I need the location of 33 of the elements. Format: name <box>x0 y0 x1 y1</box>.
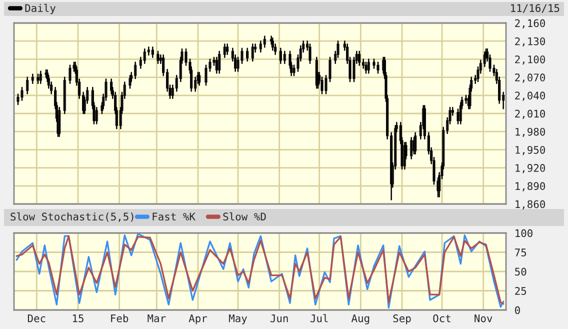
x-tick-label: Feb <box>111 314 128 322</box>
x-tick-label: Jul <box>310 314 328 322</box>
y-tick-label: 1,980 <box>516 128 546 138</box>
y-tick-label: 2,040 <box>515 92 546 101</box>
x-tick-label: 15 <box>72 314 84 322</box>
y-tick-label: 50 <box>515 268 526 276</box>
x-tick-label: Sep <box>393 314 411 324</box>
legend-label: Slow %D <box>223 212 266 221</box>
y-tick-label: 2,070 <box>515 74 546 83</box>
y-tick-label: 100 <box>516 229 532 238</box>
y-tick-label: 25 <box>515 287 526 295</box>
legend-label: Fast %K <box>152 212 196 221</box>
y-tick-label: 1,890 <box>516 182 546 192</box>
x-tick-label: Apr <box>188 314 208 324</box>
y-tick-label: 1,950 <box>516 146 546 156</box>
y-tick-label: 0 <box>515 306 520 314</box>
x-tick-label: Jun <box>270 314 288 322</box>
x-tick-label: Mar <box>148 314 166 322</box>
y-tick-label: 75 <box>515 248 526 256</box>
x-tick-label: Oct <box>433 314 450 322</box>
x-tick-label: Dec <box>28 314 46 322</box>
text: 11/16/15 <box>511 4 560 13</box>
legend-label: Daily <box>25 4 56 14</box>
y-tick-label: 1,920 <box>516 164 546 174</box>
y-tick-label: 2,100 <box>515 55 546 65</box>
x-tick-label: May <box>229 314 247 324</box>
chart-title: Slow Stochastic(5,5) <box>10 212 134 222</box>
x-tick-label: Aug <box>351 314 370 324</box>
y-tick-label: 2,130 <box>515 37 546 47</box>
y-tick-label: 2,010 <box>515 110 546 119</box>
y-tick-label: 1,860 <box>516 200 546 210</box>
y-tick-label: 2,160 <box>515 19 546 28</box>
x-tick-label: Nov <box>474 314 492 322</box>
